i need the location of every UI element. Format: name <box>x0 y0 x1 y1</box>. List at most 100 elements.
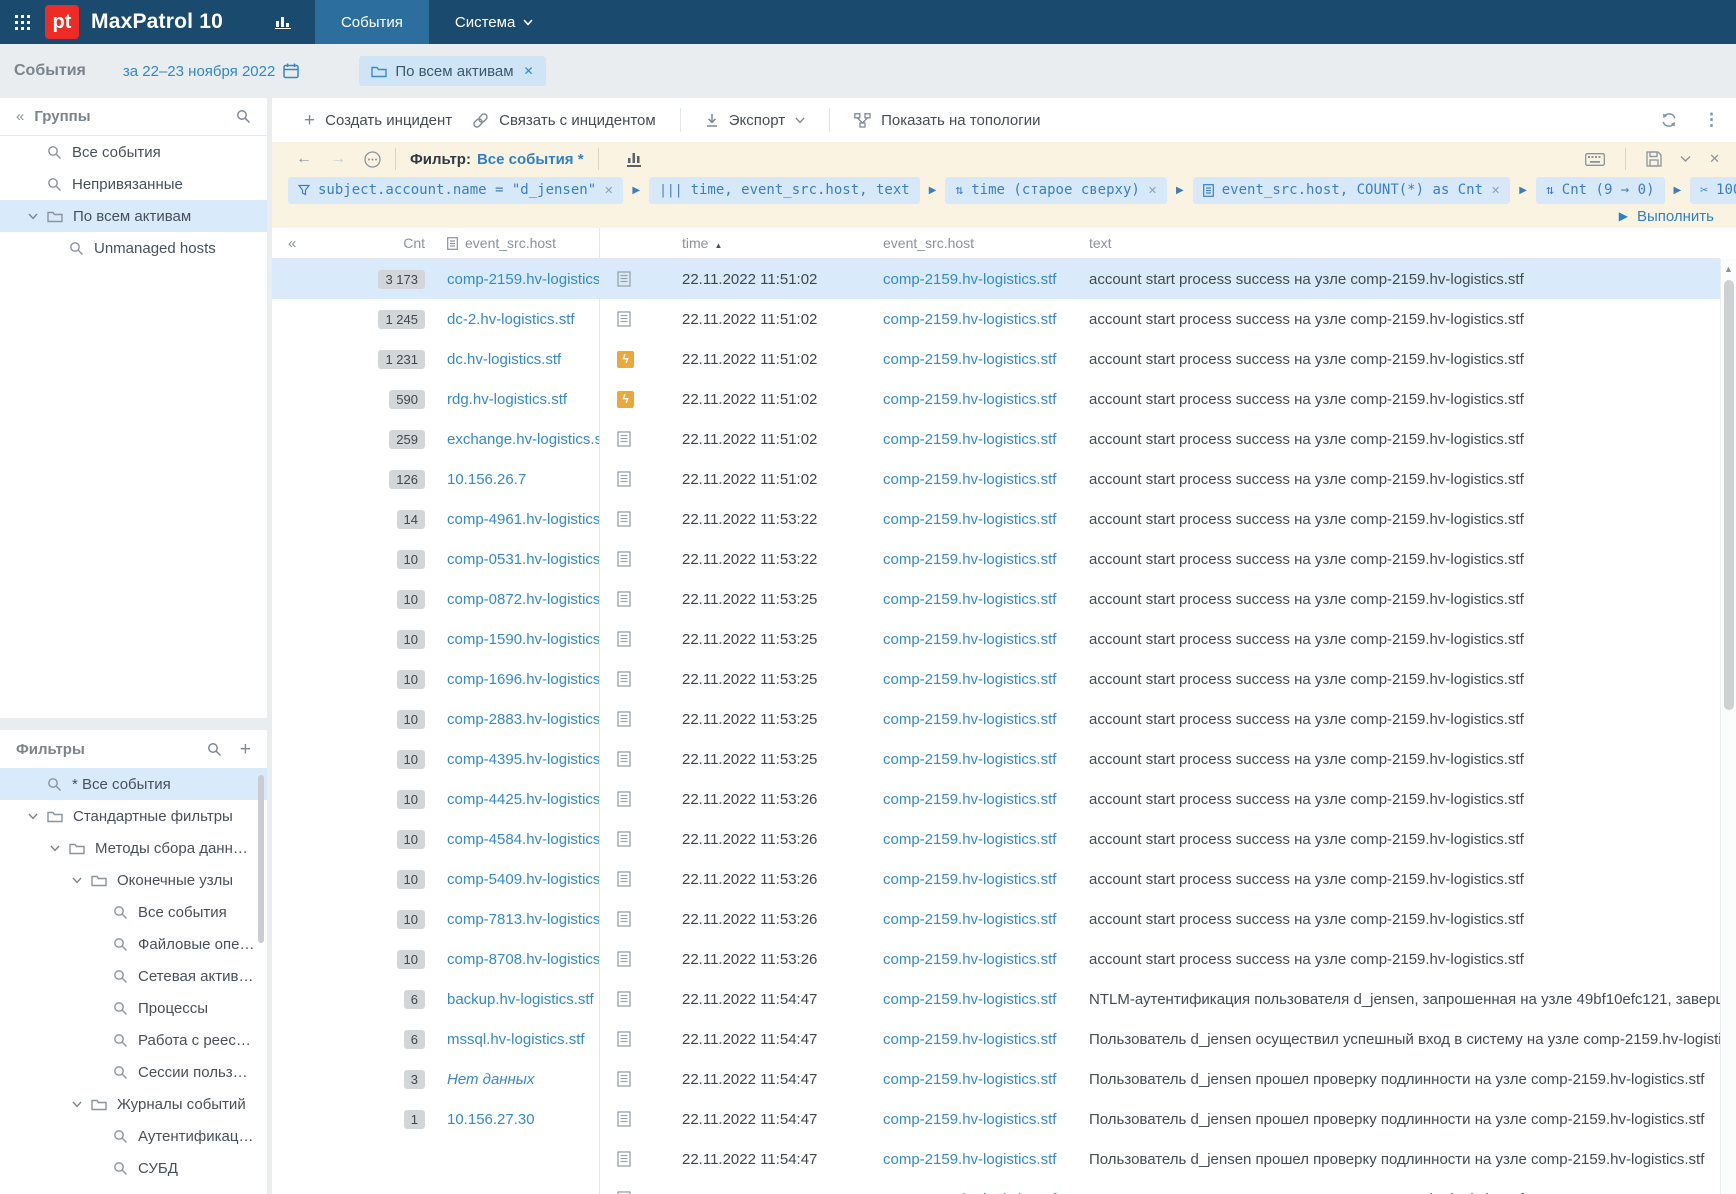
tree-item[interactable]: Журналы событий <box>0 1088 267 1120</box>
event-host-link[interactable]: comp-2159.hv-logistics.stf <box>883 310 1057 328</box>
host-link[interactable]: backup.hv-logistics.stf <box>447 990 594 1008</box>
ellipsis-circle-icon[interactable] <box>364 150 381 168</box>
event-row[interactable]: 22.11.2022 11:53:26 comp-2159.hv-logisti… <box>600 779 1720 819</box>
remove-pill-icon[interactable]: ✕ <box>1147 184 1158 197</box>
aggregation-row[interactable]: 590 rdg.hv-logistics.stf <box>272 379 599 419</box>
aggregation-row[interactable]: 6 backup.hv-logistics.stf <box>272 979 599 1019</box>
histogram-toggle-icon[interactable] <box>626 152 641 167</box>
event-host-link[interactable]: comp-2159.hv-logistics.stf <box>883 750 1057 768</box>
host-link[interactable]: comp-2159.hv-logistics.… <box>447 270 599 288</box>
host-link[interactable]: comp-2883.hv-logistics.… <box>447 710 599 728</box>
tree-item[interactable]: СУБД <box>0 1152 267 1184</box>
tree-item[interactable]: Методы сбора данн… <box>0 832 267 864</box>
close-icon[interactable]: ✕ <box>523 64 534 78</box>
aggregation-row[interactable]: 10 comp-8708.hv-logistics.… <box>272 939 599 979</box>
tree-item[interactable]: Все события <box>0 896 267 928</box>
aggregation-row[interactable]: 1 245 dc-2.hv-logistics.stf <box>272 299 599 339</box>
tree-item[interactable]: Системы ауд… <box>0 1184 267 1194</box>
event-host-link[interactable]: comp-2159.hv-logistics.stf <box>883 430 1057 448</box>
host-link[interactable]: dc.hv-logistics.stf <box>447 350 562 368</box>
event-row[interactable]: 22.11.2022 11:53:25 comp-2159.hv-logisti… <box>600 699 1720 739</box>
aggregation-row[interactable]: 10 comp-5409.hv-logistics.… <box>272 859 599 899</box>
create-incident-button[interactable]: + Создать инцидент <box>294 111 462 130</box>
event-host-link[interactable]: comp-2159.hv-logistics.stf <box>883 1110 1057 1128</box>
host-link[interactable]: comp-1590.hv-logistics.… <box>447 630 599 648</box>
run-query-button[interactable]: ▶ Выполнить <box>1619 208 1714 225</box>
event-host-link[interactable]: comp-2159.hv-logistics.stf <box>883 990 1057 1008</box>
event-row[interactable]: ϟ 22.11.2022 11:51:02 comp-2159.hv-logis… <box>600 379 1720 419</box>
chevron-down-icon[interactable] <box>1680 155 1691 163</box>
aggregation-row[interactable]: 10 comp-0872.hv-logistics.… <box>272 579 599 619</box>
host-link[interactable]: 10.156.27.30 <box>447 1110 535 1128</box>
event-host-link[interactable]: comp-2159.hv-logistics.stf <box>883 670 1057 688</box>
event-host-link[interactable]: comp-2159.hv-logistics.stf <box>883 470 1057 488</box>
dashboard-chart-icon[interactable] <box>274 15 291 29</box>
tree-item[interactable]: Аутентификац… <box>0 1120 267 1152</box>
host-link[interactable]: rdg.hv-logistics.stf <box>447 390 568 408</box>
host-link[interactable]: comp-0872.hv-logistics.… <box>447 590 599 608</box>
show-on-topology-button[interactable]: Показать на топологии <box>844 112 1050 129</box>
aggregation-row[interactable]: 10 comp-2883.hv-logistics.… <box>272 699 599 739</box>
event-host-link[interactable]: comp-2159.hv-logistics.stf <box>883 510 1057 528</box>
event-host-link[interactable]: comp-2159.hv-logistics.stf <box>883 870 1057 888</box>
collapse-panel-icon[interactable]: « <box>288 234 297 252</box>
tree-item[interactable]: Сессии польз… <box>0 1056 267 1088</box>
tree-item[interactable]: Процессы <box>0 992 267 1024</box>
search-icon[interactable] <box>207 742 222 757</box>
column-header-cnt[interactable]: Cnt <box>403 235 425 251</box>
event-row[interactable]: 22.11.2022 11:53:25 comp-2159.hv-logisti… <box>600 619 1720 659</box>
event-host-link[interactable]: comp-2159.hv-logistics.stf <box>883 1191 1089 1194</box>
host-link[interactable]: comp-4961.hv-logistics.… <box>447 510 599 528</box>
tree-item[interactable]: Все события <box>0 136 267 168</box>
tree-item[interactable]: По всем активам <box>0 200 267 232</box>
aggregation-row[interactable]: 1 10.156.27.30 <box>272 1099 599 1139</box>
aggregation-row[interactable]: 10 comp-7813.hv-logistics.… <box>272 899 599 939</box>
filter-pill[interactable]: ⇅ Cnt (9 → 0) <box>1535 176 1665 204</box>
event-row[interactable]: 22.11.2022 11:54:47 comp-2159.hv-logisti… <box>600 1059 1720 1099</box>
aggregation-row[interactable]: 3 Нет данных <box>272 1059 599 1099</box>
chevron-down-icon[interactable] <box>50 845 69 852</box>
event-row[interactable]: 22.11.2022 11:53:25 comp-2159.hv-logisti… <box>600 579 1720 619</box>
aggregation-row[interactable]: 10 comp-1696.hv-logistics.… <box>272 659 599 699</box>
aggregation-row[interactable]: 10 comp-1590.hv-logistics.… <box>272 619 599 659</box>
tree-item[interactable]: * Все события <box>0 768 267 800</box>
tree-item[interactable]: Оконечные узлы <box>0 864 267 896</box>
more-actions-icon[interactable]: ⋮ <box>1703 110 1720 129</box>
event-row[interactable]: 22.11.2022 11:54:47 comp-2159.hv-logisti… <box>600 1099 1720 1139</box>
apps-grid-icon[interactable] <box>15 14 30 30</box>
chevron-down-icon[interactable] <box>72 1101 91 1108</box>
event-host-link[interactable]: comp-2159.hv-logistics.stf <box>883 590 1057 608</box>
event-host-link[interactable]: comp-2159.hv-logistics.stf <box>883 390 1057 408</box>
aggregation-row[interactable]: 126 10.156.26.7 <box>272 459 599 499</box>
event-row[interactable]: 22.11.2022 11:53:25 comp-2159.hv-logisti… <box>600 739 1720 779</box>
collapse-panel-icon[interactable]: « <box>16 108 25 125</box>
aggregation-row[interactable]: 10 comp-4395.hv-logistics.… <box>272 739 599 779</box>
scroll-up-icon[interactable]: ▲ <box>1724 264 1733 274</box>
tree-item[interactable]: Непривязанные <box>0 168 267 200</box>
search-icon[interactable] <box>236 109 251 124</box>
aggregation-row[interactable]: 1 231 dc.hv-logistics.stf <box>272 339 599 379</box>
no-data-label[interactable]: Нет данных <box>447 1070 535 1088</box>
close-filter-icon[interactable]: ✕ <box>1709 151 1720 166</box>
host-link[interactable]: dc-2.hv-logistics.stf <box>447 310 575 328</box>
chevron-down-icon[interactable] <box>72 877 91 884</box>
event-host-link[interactable]: comp-2159.hv-logistics.stf <box>883 350 1057 368</box>
tree-item[interactable]: Работа с реес… <box>0 1024 267 1056</box>
host-link[interactable]: comp-7813.hv-logistics.… <box>447 910 599 928</box>
aggregation-row[interactable]: 10 comp-0531.hv-logistics.… <box>272 539 599 579</box>
filter-name-link[interactable]: Все события * <box>476 150 584 168</box>
host-link[interactable]: comp-8708.hv-logistics.… <box>447 950 599 968</box>
filter-pill[interactable]: ⇅ time (старое сверху) ✕ <box>945 176 1168 204</box>
host-link[interactable]: comp-5409.hv-logistics.… <box>447 870 599 888</box>
add-filter-icon[interactable]: + <box>239 738 251 760</box>
link-incident-button[interactable]: Связать с инцидентом <box>462 112 666 129</box>
event-host-link[interactable]: comp-2159.hv-logistics.stf <box>883 1070 1057 1088</box>
tree-item[interactable]: Сетевая актив… <box>0 960 267 992</box>
aggregation-row[interactable]: 259 exchange.hv-logistics.stf <box>272 419 599 459</box>
asset-group-tab[interactable]: По всем активам ✕ <box>359 56 546 86</box>
event-host-link[interactable]: comp-2159.hv-logistics.stf <box>883 910 1057 928</box>
event-row[interactable]: 22.11.2022 11:54:47 comp-2159.hv-logisti… <box>600 979 1720 1019</box>
event-row[interactable]: 22.11.2022 11:51:02 comp-2159.hv-logisti… <box>600 419 1720 459</box>
keyboard-icon[interactable] <box>1585 152 1606 166</box>
remove-pill-icon[interactable]: ✕ <box>1491 184 1501 197</box>
